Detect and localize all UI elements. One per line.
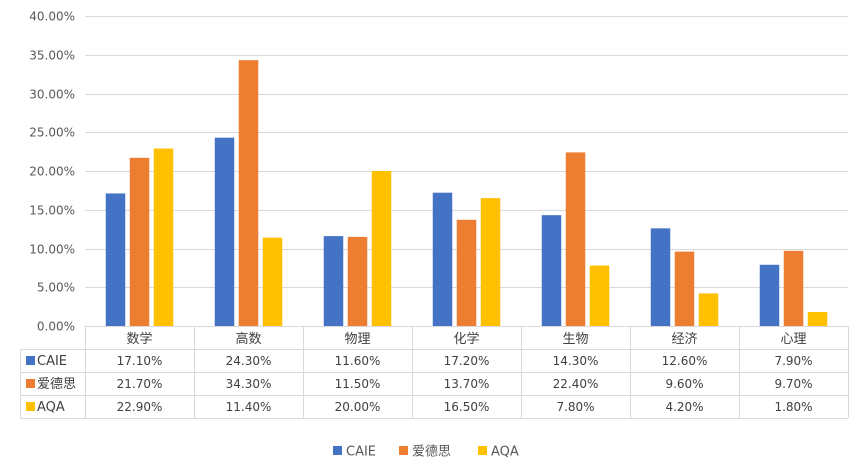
table-cell: 12.60% [662,354,708,368]
bar-AQA-心理 [807,312,828,326]
table-cell: 20.00% [335,400,381,414]
legend-swatch [399,446,408,455]
legend-label: AQA [491,445,519,460]
bar-爱德思-物理 [347,236,368,326]
table-cell: 11.60% [335,354,381,368]
table-cell: 16.50% [444,400,490,414]
table-cell: 17.20% [444,354,490,368]
bar-AQA-高数 [262,237,283,326]
y-tick-label: 20.00% [29,165,75,179]
table-cell: 13.70% [444,377,490,391]
table-cell: 24.30% [226,354,272,368]
y-axis-ticks: 0.00% 5.00% 10.00% 15.00% 20.00% 25.00% 30.00%… [29,10,75,334]
category-label: 物理 [344,332,370,347]
legend-label: CAIE [346,445,376,460]
bar-AQA-数学 [153,148,174,326]
y-tick-label: 0.00% [37,320,75,334]
category-label: 数学 [126,331,152,347]
bar-AQA-经济 [698,293,719,326]
y-tick-label: 35.00% [29,49,75,63]
gridlines [85,16,848,327]
legend-swatch [333,446,342,455]
table-cell: 11.50% [335,377,381,391]
bar-AQA-化学 [480,198,501,326]
y-tick-label: 10.00% [29,243,75,257]
table-cell: 34.30% [226,377,272,391]
table-legend-key [26,402,35,411]
bar-CAIE-数学 [105,193,126,326]
table-series-name: CAIE [37,354,67,369]
legend-swatch [478,446,487,455]
bar-爱德思-数学 [129,157,150,326]
bar-CAIE-经济 [650,228,671,326]
bars [105,60,828,327]
category-label: 心理 [780,332,806,347]
bar-爱德思-生物 [565,152,586,326]
category-label: 生物 [562,332,588,347]
bar-CAIE-高数 [214,137,235,326]
table-cell: 11.40% [226,400,272,414]
bar-CAIE-心理 [759,264,780,326]
table-cell: 1.80% [774,400,812,414]
bar-AQA-物理 [371,171,392,326]
bar-爱德思-心理 [783,250,804,326]
table-series-name: 爱德思 [37,377,76,392]
category-label: 化学 [453,331,479,347]
y-tick-label: 30.00% [29,88,75,102]
legend: CAIE 爱德思 AQA [333,445,519,460]
table-series-name: AQA [37,400,65,415]
table-legend-key [26,356,35,365]
table-legend-key [26,379,35,388]
y-tick-label: 5.00% [37,281,75,295]
bar-爱德思-化学 [456,219,477,326]
data-table: 数学 高数 物理 化学 生物 经济 心理 CAIE 17.10% 24.30% 11.60% 17.2… [20,326,849,419]
legend-label: 爱德思 [412,445,451,460]
bar-爱德思-经济 [674,251,695,326]
table-cell: 14.30% [553,354,599,368]
table-cell: 9.70% [774,377,812,391]
table-cell: 9.60% [665,377,703,391]
bar-CAIE-化学 [432,192,453,326]
table-cell: 7.90% [774,354,812,368]
table-cell: 22.40% [553,377,599,391]
table-cell: 21.70% [117,377,163,391]
y-tick-label: 25.00% [29,126,75,140]
category-label: 高数 [235,331,261,347]
y-tick-label: 40.00% [29,10,75,24]
table-cell: 22.90% [117,400,163,414]
table-cell: 7.80% [556,400,594,414]
table-cell: 4.20% [665,400,703,414]
y-tick-label: 15.00% [29,204,75,218]
bar-AQA-生物 [589,265,610,326]
bar-CAIE-物理 [323,236,344,326]
bar-CAIE-生物 [541,215,562,326]
category-label: 经济 [671,332,697,347]
table-cell: 17.10% [117,354,163,368]
bar-爱德思-高数 [238,60,259,327]
